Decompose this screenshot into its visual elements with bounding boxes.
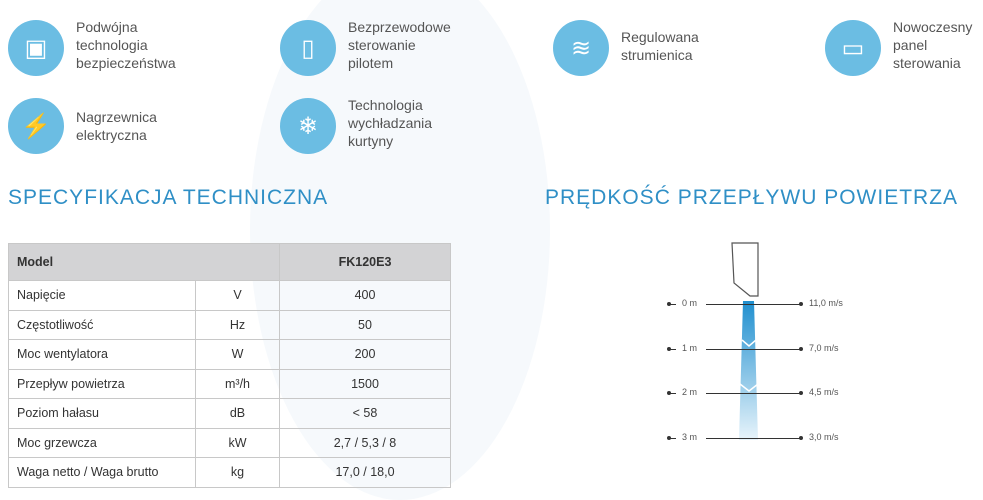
feature-panel: ▭ Nowoczesny panel sterowania	[825, 19, 973, 76]
distance-label: 0 m	[682, 298, 698, 308]
param-name: Przepływ powietrza	[8, 368, 196, 399]
feature-text: Bezprzewodowe sterowanie pilotem	[348, 19, 451, 71]
table-row: Przepływ powietrza m³/h 1500	[8, 368, 451, 399]
param-name: Moc wentylatora	[8, 339, 196, 370]
level-dot	[799, 346, 803, 351]
param-unit: kW	[195, 427, 280, 458]
param-unit: kg	[195, 457, 280, 488]
param-value: 1500	[279, 368, 451, 399]
table-row: Waga netto / Waga brutto kg 17,0 / 18,0	[8, 457, 451, 488]
feature-text: Technologia wychładzania kurtyny	[348, 97, 433, 149]
chip-icon: ▣	[8, 20, 64, 76]
table-row: Poziom hałasu dB < 58	[8, 398, 451, 429]
param-value: 200	[279, 339, 451, 370]
cooling-icon: ❄	[280, 98, 336, 154]
param-name: Napięcie	[8, 280, 196, 311]
table-row: Moc wentylatora W 200	[8, 339, 451, 370]
level-line	[706, 437, 801, 439]
param-unit: V	[195, 280, 280, 311]
distance-label: 3 m	[682, 431, 698, 442]
param-value: 50	[279, 309, 451, 340]
level-dot	[799, 302, 803, 306]
level-line	[669, 348, 676, 350]
heater-icon: ⚡	[8, 98, 64, 154]
airflow-title: PRĘDKOŚĆ PRZEPŁYWU POWIETRZA	[545, 186, 959, 209]
level-dot	[799, 391, 803, 395]
param-unit: dB	[195, 398, 280, 429]
param-value: 2,7 / 5,3 / 8	[279, 427, 451, 458]
feature-text: Nowoczesny panel sterowania	[893, 19, 973, 71]
param-name: Poziom hałasu	[8, 398, 196, 429]
speed-label: 4,5 m/s	[809, 387, 839, 397]
param-value: 17,0 / 18,0	[279, 457, 451, 488]
level-dot	[799, 435, 803, 440]
level-line	[669, 393, 676, 394]
table-row: Częstotliwość Hz 50	[8, 309, 451, 340]
param-unit: Hz	[195, 309, 280, 340]
level-line	[669, 437, 676, 439]
param-name: Waga netto / Waga brutto	[8, 457, 196, 488]
param-unit: m³/h	[195, 368, 280, 399]
level-line	[706, 393, 801, 394]
param-unit: W	[195, 339, 280, 370]
speed-label: 3,0 m/s	[809, 431, 839, 442]
curtain-unit-icon	[731, 242, 759, 440]
feature-text: Nagrzewnica elektryczna	[76, 109, 157, 143]
table-row: Napięcie V 400	[8, 280, 451, 311]
param-name: Moc grzewcza	[8, 427, 196, 458]
speed-label: 7,0 m/s	[809, 342, 839, 353]
feature-nozzle: ≋ Regulowana strumienica	[553, 20, 699, 76]
param-value: 400	[279, 280, 451, 311]
param-value: < 58	[279, 398, 451, 429]
feature-remote: ▯ Bezprzewodowe sterowanie pilotem	[280, 19, 451, 76]
feature-heater: ⚡ Nagrzewnica elektryczna	[8, 98, 157, 154]
table-header: Model FK120E3	[8, 243, 451, 281]
param-name: Częstotliwość	[8, 309, 196, 340]
feature-text: Regulowana strumienica	[621, 29, 699, 63]
distance-label: 1 m	[682, 342, 698, 353]
spec-table: Model FK120E3 Napięcie V 400 Częstotliwość Hz…	[8, 243, 451, 488]
feature-safety: ▣ Podwójna technologia bezpieczeństwa	[8, 19, 176, 76]
level-line	[706, 348, 801, 350]
spec-title: SPECYFIKACJA TECHNICZNA	[8, 186, 329, 209]
feature-text: Podwójna technologia bezpieczeństwa	[76, 19, 176, 71]
remote-control-icon: ▯	[280, 20, 336, 76]
distance-label: 2 m	[682, 387, 698, 397]
level-line	[706, 304, 801, 305]
level-line	[669, 304, 676, 305]
control-panel-icon: ▭	[825, 20, 881, 76]
table-row: Moc grzewcza kW 2,7 / 5,3 / 8	[8, 427, 451, 458]
airflow-icon: ≋	[553, 20, 609, 76]
feature-cooling: ❄ Technologia wychładzania kurtyny	[280, 97, 433, 154]
speed-label: 11,0 m/s	[809, 298, 843, 308]
